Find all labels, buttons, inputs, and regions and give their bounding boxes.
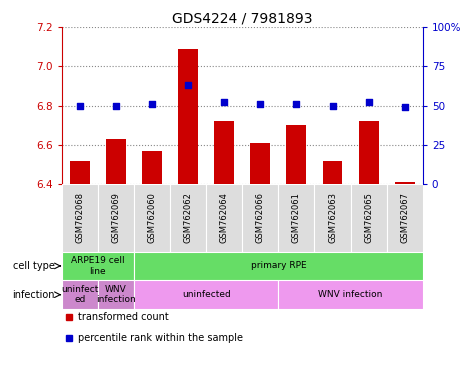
Bar (98, 184, 134, 252)
Point (256, 101, 264, 107)
Bar (134, 184, 170, 252)
Bar (134, 252, 423, 280)
Bar (98, 280, 134, 309)
Bar (106, 139, 126, 184)
Point (365, 99, 372, 106)
Point (220, 99, 228, 106)
Bar (314, 184, 351, 252)
Bar (206, 184, 242, 252)
Text: percentile rank within the sample: percentile rank within the sample (78, 333, 243, 343)
Text: WNV
infection: WNV infection (96, 285, 136, 305)
Bar (278, 280, 423, 309)
Text: GSM762063: GSM762063 (328, 192, 337, 243)
Text: transformed count: transformed count (78, 312, 169, 322)
Point (293, 101, 300, 107)
Text: primary RPE: primary RPE (250, 262, 306, 270)
Title: GDS4224 / 7981893: GDS4224 / 7981893 (172, 12, 313, 26)
Bar (170, 184, 206, 252)
Text: uninfected: uninfected (182, 290, 230, 299)
Text: GSM762066: GSM762066 (256, 192, 265, 243)
Point (112, 103, 120, 109)
Text: GSM762067: GSM762067 (400, 192, 409, 243)
Point (184, 82, 192, 88)
Point (401, 104, 408, 110)
Text: cell type: cell type (13, 261, 55, 271)
Bar (242, 184, 278, 252)
Text: GSM762065: GSM762065 (364, 192, 373, 243)
Text: GSM762069: GSM762069 (112, 192, 120, 243)
Text: uninfect
ed: uninfect ed (61, 285, 98, 305)
Bar (351, 184, 387, 252)
Text: GSM762060: GSM762060 (148, 192, 156, 243)
Point (329, 103, 336, 109)
Point (76, 103, 84, 109)
Text: GSM762068: GSM762068 (76, 192, 84, 243)
Bar (178, 48, 198, 184)
Bar (323, 161, 342, 184)
Point (148, 101, 156, 107)
Text: GSM762064: GSM762064 (220, 192, 228, 243)
Bar (62, 280, 98, 309)
Bar (214, 121, 234, 184)
Bar (62, 252, 134, 280)
Bar (359, 121, 379, 184)
Bar (387, 184, 423, 252)
Bar (278, 184, 314, 252)
Bar (62, 184, 98, 252)
Text: ARPE19 cell
line: ARPE19 cell line (71, 256, 124, 276)
Bar (134, 280, 278, 309)
Text: GSM762061: GSM762061 (292, 192, 301, 243)
Bar (70, 161, 90, 184)
Text: infection: infection (12, 290, 55, 300)
Bar (250, 143, 270, 184)
Bar (286, 125, 306, 184)
Bar (142, 151, 162, 184)
Text: WNV infection: WNV infection (318, 290, 383, 299)
Text: GSM762062: GSM762062 (184, 192, 192, 243)
Bar (395, 182, 415, 184)
